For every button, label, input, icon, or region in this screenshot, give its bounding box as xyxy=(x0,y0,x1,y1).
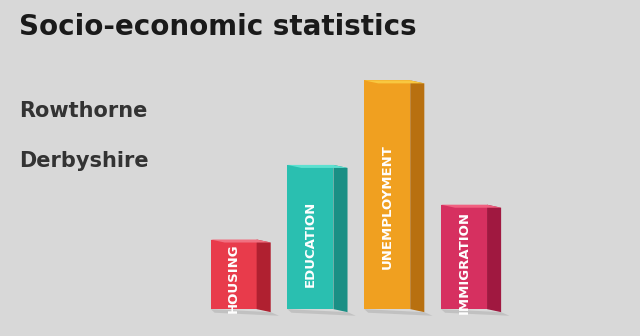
Polygon shape xyxy=(211,240,271,243)
Text: Derbyshire: Derbyshire xyxy=(19,151,149,171)
Text: EDUCATION: EDUCATION xyxy=(304,201,317,287)
Polygon shape xyxy=(211,309,279,316)
Text: IMMIGRATION: IMMIGRATION xyxy=(458,211,470,313)
Text: Socio-economic statistics: Socio-economic statistics xyxy=(19,13,417,41)
Text: Rowthorne: Rowthorne xyxy=(19,101,148,121)
Polygon shape xyxy=(487,205,501,312)
Polygon shape xyxy=(211,240,257,309)
Polygon shape xyxy=(364,80,424,83)
Polygon shape xyxy=(441,205,487,309)
Polygon shape xyxy=(364,80,410,309)
Polygon shape xyxy=(287,309,356,316)
Polygon shape xyxy=(287,165,333,309)
Polygon shape xyxy=(333,165,348,312)
Text: UNEMPLOYMENT: UNEMPLOYMENT xyxy=(381,144,394,268)
Polygon shape xyxy=(364,309,433,316)
Polygon shape xyxy=(410,80,424,312)
Polygon shape xyxy=(441,205,501,208)
Polygon shape xyxy=(287,165,348,168)
Text: HOUSING: HOUSING xyxy=(227,243,240,312)
Polygon shape xyxy=(441,309,509,316)
Polygon shape xyxy=(257,240,271,312)
